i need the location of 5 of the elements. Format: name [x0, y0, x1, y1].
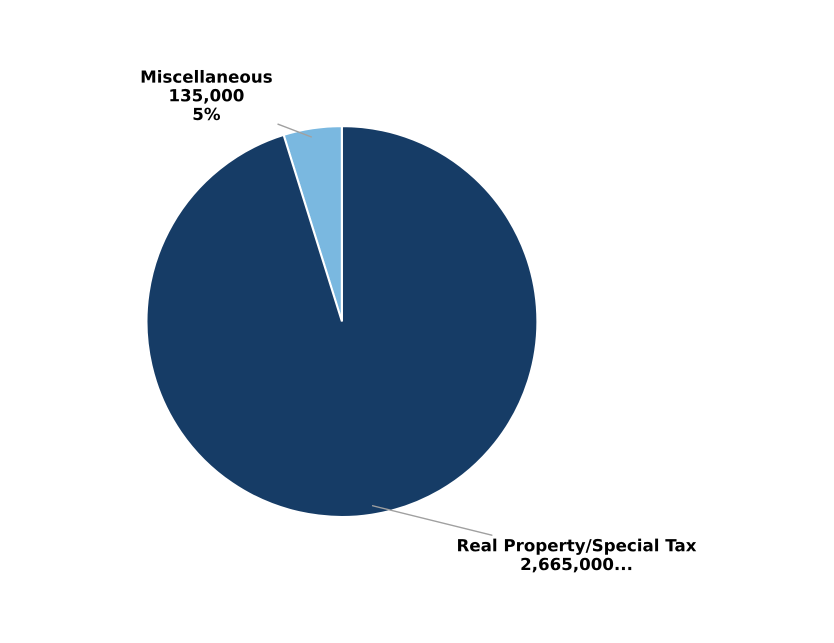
data-label: 135,000 5%	[170, 88, 244, 120]
slice-label: Real Property/Special Tax	[458, 538, 696, 555]
pie-slice	[145, 124, 538, 518]
data-label: 2,665,000...	[521, 558, 632, 572]
slice-label: Miscellaneous	[142, 70, 272, 83]
